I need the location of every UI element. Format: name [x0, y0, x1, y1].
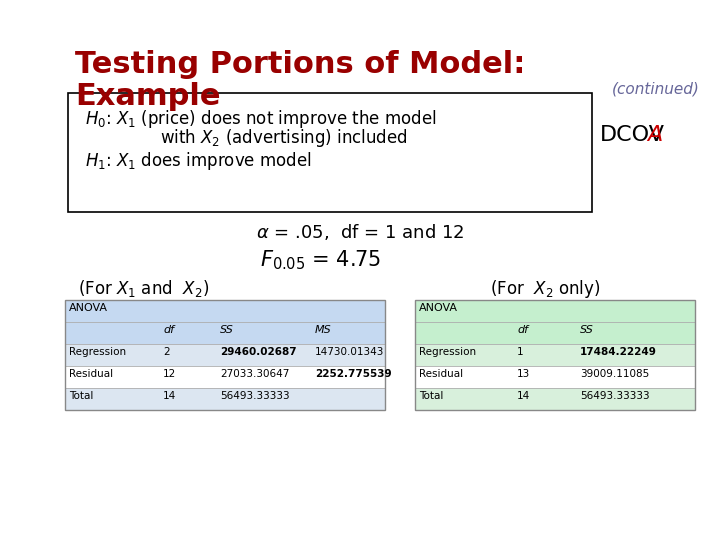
Text: 29460.02687: 29460.02687	[220, 347, 297, 357]
Text: Regression: Regression	[69, 347, 126, 357]
Bar	[415, 300, 695, 410]
Text: 13: 13	[517, 369, 530, 379]
Text: Example: Example	[75, 82, 220, 111]
Text: df: df	[517, 325, 528, 335]
FancyBboxPatch shape	[415, 388, 695, 410]
Text: (For $X_1$ and  $X_2$): (For $X_1$ and $X_2$)	[78, 278, 209, 299]
Text: 2252.775539: 2252.775539	[315, 369, 392, 379]
FancyBboxPatch shape	[415, 366, 695, 388]
Text: 2: 2	[163, 347, 170, 357]
Text: DCOV: DCOV	[600, 125, 665, 145]
Text: 39009.11085: 39009.11085	[580, 369, 649, 379]
Text: A: A	[647, 125, 662, 145]
Text: 14: 14	[163, 391, 176, 401]
Text: Residual: Residual	[69, 369, 113, 379]
Bar	[65, 300, 385, 410]
FancyBboxPatch shape	[65, 344, 385, 366]
Text: Total: Total	[419, 391, 444, 401]
Text: 14730.01343: 14730.01343	[315, 347, 384, 357]
Text: $H_0$: $X_1$ (price) does not improve the model: $H_0$: $X_1$ (price) does not improve th…	[85, 108, 436, 130]
Text: Total: Total	[69, 391, 94, 401]
Text: with $X_2$ (advertising) included: with $X_2$ (advertising) included	[160, 127, 408, 149]
Text: Residual: Residual	[419, 369, 463, 379]
Text: (continued): (continued)	[612, 82, 700, 97]
FancyBboxPatch shape	[415, 344, 695, 366]
FancyBboxPatch shape	[415, 322, 695, 344]
Text: $H_1$: $X_1$ does improve model: $H_1$: $X_1$ does improve model	[85, 150, 312, 172]
Text: 12: 12	[163, 369, 176, 379]
FancyBboxPatch shape	[65, 366, 385, 388]
Text: 14: 14	[517, 391, 530, 401]
Text: SS: SS	[220, 325, 234, 335]
Text: 17484.22249: 17484.22249	[580, 347, 657, 357]
Text: ANOVA: ANOVA	[419, 303, 458, 313]
FancyBboxPatch shape	[68, 93, 592, 212]
Text: $F_{0.05}$ = 4.75: $F_{0.05}$ = 4.75	[260, 248, 380, 272]
Text: df: df	[163, 325, 174, 335]
Text: (For  $X_2$ only): (For $X_2$ only)	[490, 278, 600, 300]
Text: 27033.30647: 27033.30647	[220, 369, 289, 379]
Text: Testing Portions of Model:: Testing Portions of Model:	[75, 50, 526, 79]
Text: $\alpha$ = .05,  df = 1 and 12: $\alpha$ = .05, df = 1 and 12	[256, 222, 464, 242]
FancyBboxPatch shape	[65, 388, 385, 410]
Text: Regression: Regression	[419, 347, 476, 357]
Text: ANOVA: ANOVA	[69, 303, 108, 313]
FancyBboxPatch shape	[415, 300, 695, 322]
Text: 1: 1	[517, 347, 523, 357]
FancyBboxPatch shape	[65, 322, 385, 344]
Text: SS: SS	[580, 325, 594, 335]
Text: 56493.33333: 56493.33333	[580, 391, 649, 401]
Text: 56493.33333: 56493.33333	[220, 391, 289, 401]
Text: MS: MS	[315, 325, 332, 335]
FancyBboxPatch shape	[65, 300, 385, 322]
